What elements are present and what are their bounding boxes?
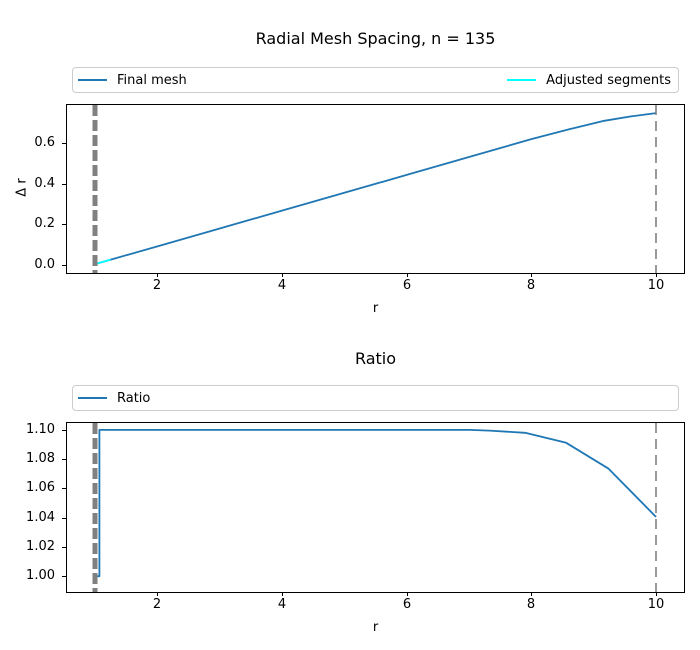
legend-label-adjusted-segments: Adjusted segments [546,72,671,88]
x-axis-label-top: r [372,301,379,316]
y-tick-mark [62,518,66,519]
x-tick-label: 4 [277,597,287,612]
y-tick-label: 1.00 [26,568,55,583]
x-tick-label: 2 [152,597,162,612]
x-tick-label: 10 [647,278,665,293]
y-tick-label: 1.10 [26,422,55,437]
x-tick-mark [407,273,408,277]
x-tick-label: 2 [152,278,162,293]
legend-label-final-mesh: Final mesh [117,72,187,88]
y-tick-mark [62,184,66,185]
legend-top: Final mesh Adjusted segments [72,67,679,93]
y-tick-mark [62,224,66,225]
x-tick-label: 6 [402,597,412,612]
ratio-line-icon [78,396,107,400]
x-tick-label: 10 [647,597,665,612]
axes-top [66,104,685,274]
x-axis-label-bottom: r [372,620,379,635]
legend-item-adjusted-segments: Adjusted segments [507,73,671,88]
x-tick-mark [407,592,408,596]
x-tick-mark [157,273,158,277]
x-tick-label: 8 [526,597,536,612]
final-mesh-line-icon [78,78,107,82]
y-tick-mark [62,547,66,548]
x-tick-mark [656,592,657,596]
x-tick-mark [531,592,532,596]
y-tick-label: 1.06 [26,480,55,495]
legend-item-ratio: Ratio [78,391,150,406]
legend-item-final-mesh: Final mesh [78,73,187,88]
y-tick-mark [62,488,66,489]
y-tick-mark [62,430,66,431]
y-tick-label: 1.04 [26,510,55,525]
series-ratio [95,429,657,578]
x-tick-mark [157,592,158,596]
plot-area-top [92,105,657,273]
y-axis-label-top: Δ r [14,178,30,197]
y-tick-label: 1.02 [26,539,55,554]
y-tick-label: 1.08 [26,451,55,466]
plot-area-bottom [92,423,657,592]
y-tick-mark [62,265,66,266]
y-tick-label: 0.4 [34,176,55,191]
x-tick-mark [531,273,532,277]
legend-bottom: Ratio [72,385,679,411]
y-tick-label: 0.6 [34,135,55,150]
y-tick-mark [62,576,66,577]
chart-title-bottom: Ratio [354,349,397,368]
legend-label-ratio: Ratio [117,390,151,406]
x-tick-mark [656,273,657,277]
series-adjusted-segments [94,258,111,265]
y-tick-label: 0.2 [34,216,55,231]
axes-bottom [66,422,685,593]
chart-title-top: Radial Mesh Spacing, n = 135 [255,29,496,48]
x-tick-label: 6 [402,278,412,293]
x-tick-label: 4 [277,278,287,293]
y-tick-mark [62,459,66,460]
series-final-mesh [94,112,657,265]
y-tick-mark [62,143,66,144]
x-tick-mark [282,273,283,277]
y-tick-label: 0.0 [34,257,55,272]
x-tick-mark [282,592,283,596]
x-tick-label: 8 [526,278,536,293]
adjusted-segments-line-icon [507,78,537,82]
